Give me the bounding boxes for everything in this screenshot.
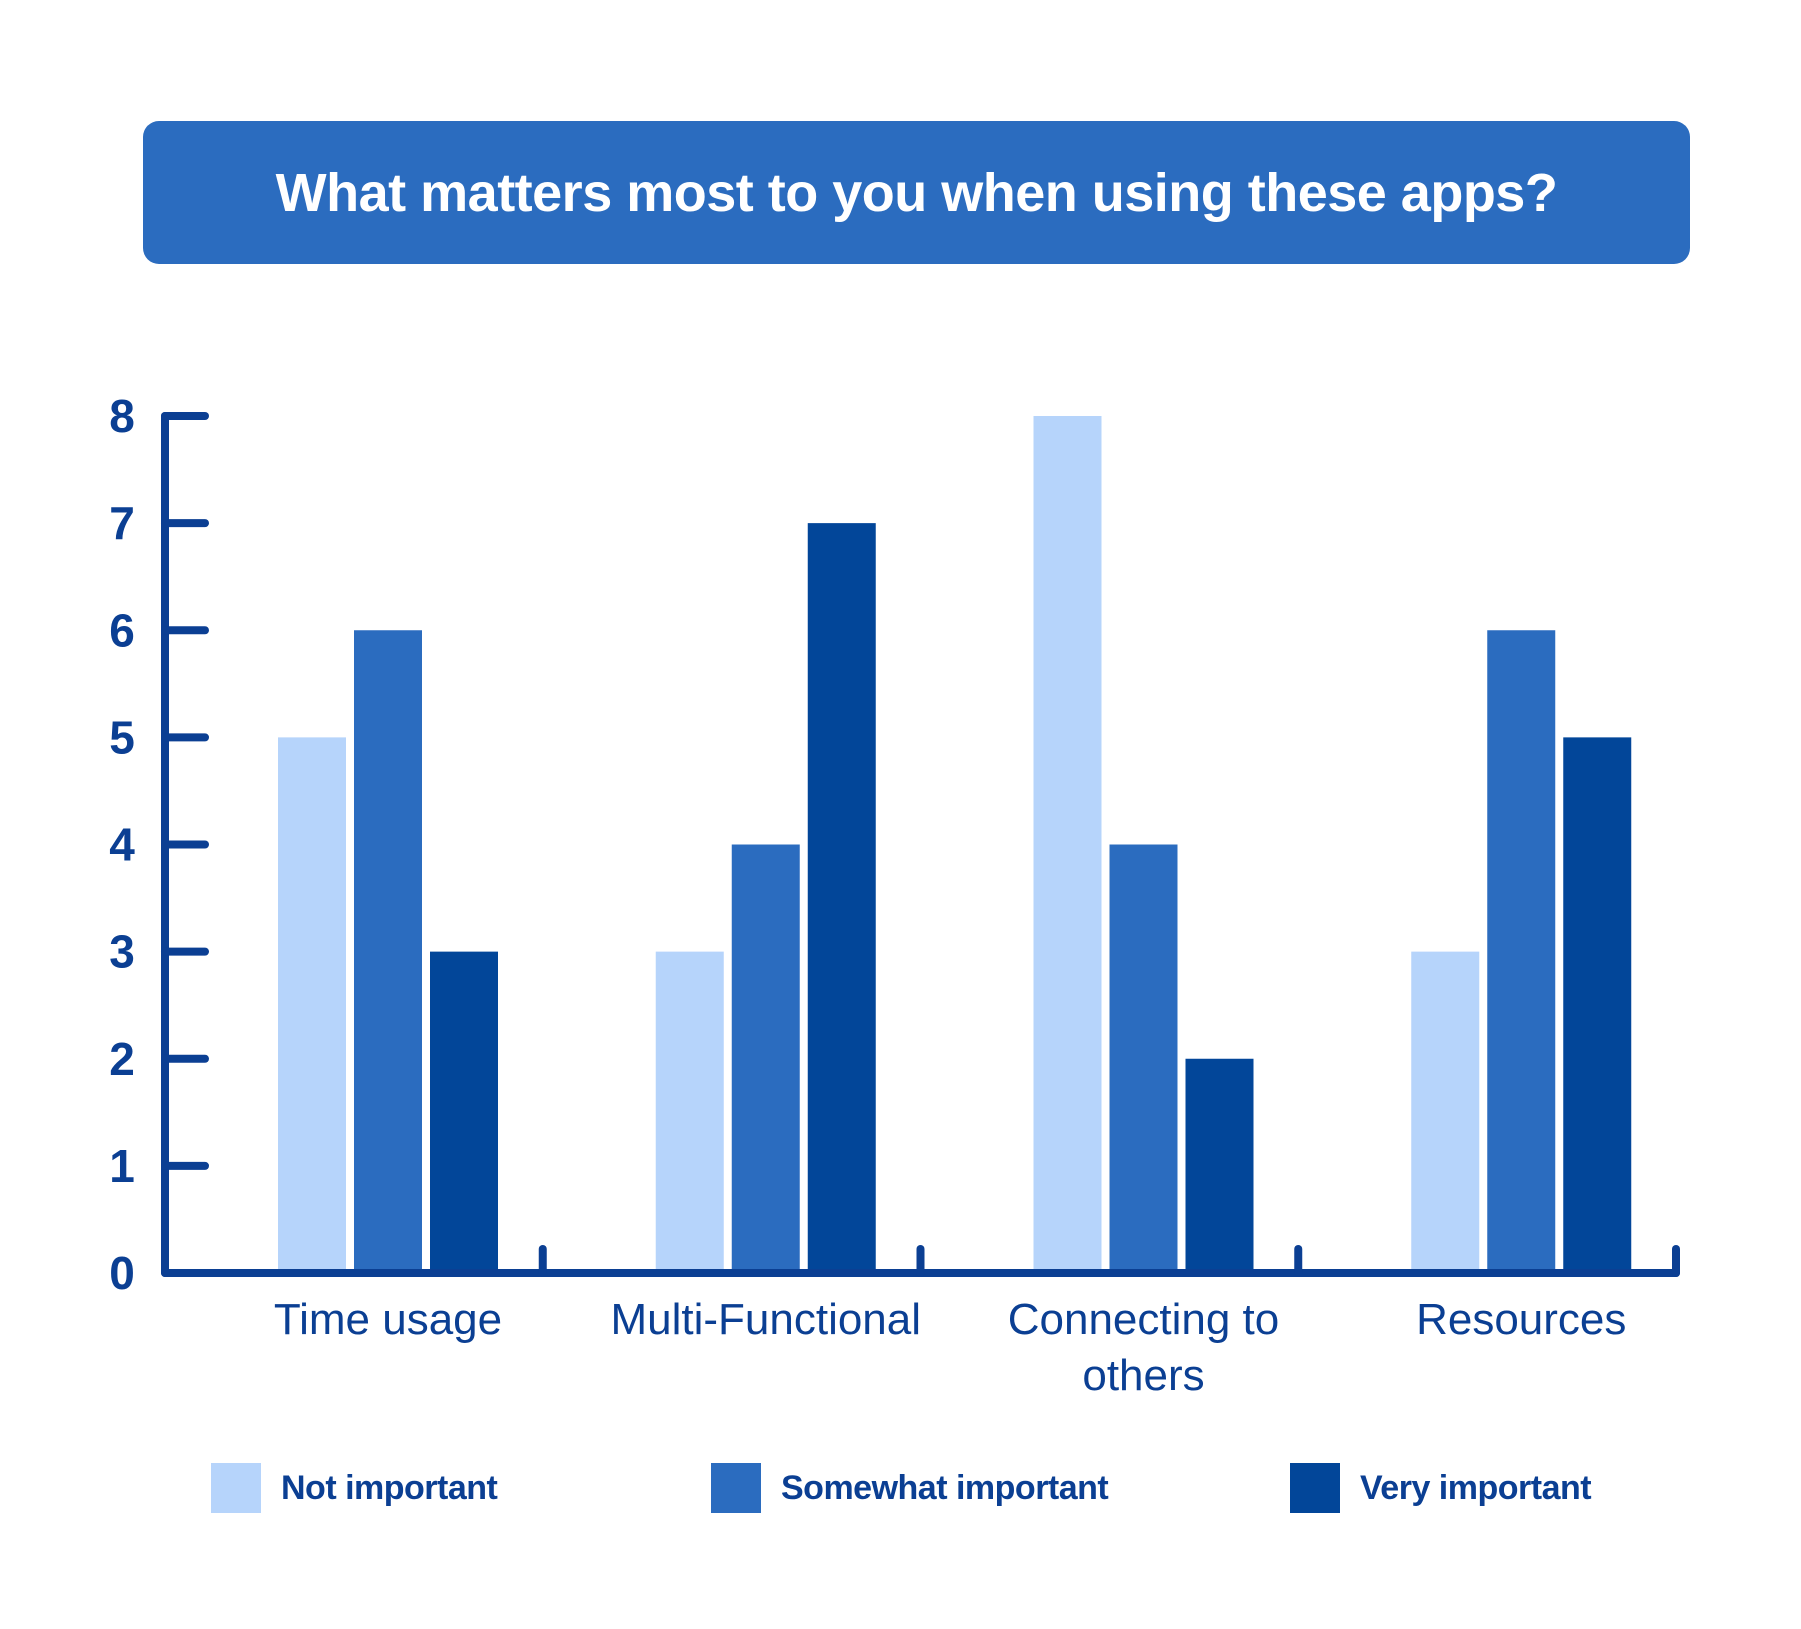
legend-label-somewhat-important: Somewhat important [781, 1468, 1109, 1507]
bar-very-important-3 [1563, 737, 1632, 1273]
legend-label-not-important: Not important [281, 1468, 498, 1507]
y-tick-label-8: 8 [109, 390, 135, 442]
bar-not-important-1 [655, 951, 724, 1273]
bar-not-important-0 [278, 737, 346, 1273]
bar-not-important-2 [1033, 416, 1102, 1273]
legend-item-somewhat-important: Somewhat important [711, 1463, 1109, 1513]
x-tick-label-2-line-1: others [1082, 1351, 1204, 1400]
x-tick-label-0: Time usage [274, 1295, 502, 1344]
y-tick-label-5: 5 [109, 711, 135, 763]
bar-somewhat-important-0 [354, 630, 422, 1273]
bar-somewhat-important-1 [731, 844, 800, 1273]
bar-not-important-3 [1411, 951, 1480, 1273]
legend-item-not-important: Not important [211, 1463, 498, 1513]
bar-very-important-1 [807, 523, 876, 1273]
legend-label-very-important: Very important [1360, 1468, 1592, 1507]
chart-title: What matters most to you when using thes… [275, 162, 1558, 223]
x-tick-label-3: Resources [1416, 1295, 1626, 1344]
y-tick-label-2: 2 [109, 1033, 135, 1085]
y-tick-label-4: 4 [109, 819, 135, 871]
y-tick-label-6: 6 [109, 604, 135, 656]
bar-very-important-0 [430, 951, 498, 1273]
bar-somewhat-important-3 [1487, 630, 1556, 1273]
legend-swatch-very-important [1290, 1463, 1340, 1513]
x-tick-label-1: Multi-Functional [610, 1295, 921, 1344]
y-tick-label-7: 7 [109, 497, 135, 549]
bar-somewhat-important-2 [1109, 844, 1178, 1273]
legend-item-very-important: Very important [1290, 1463, 1592, 1513]
x-tick-label-2-line-0: Connecting to [1008, 1295, 1280, 1344]
legend-swatch-not-important [211, 1463, 261, 1513]
y-tick-label-1: 1 [109, 1140, 135, 1192]
legend-swatch-somewhat-important [711, 1463, 761, 1513]
chart-title-banner: What matters most to you when using thes… [143, 121, 1690, 264]
bar-very-important-2 [1185, 1058, 1254, 1273]
chart-legend: Not important Somewhat important Very im… [0, 1463, 1801, 1513]
y-tick-label-0: 0 [109, 1247, 135, 1299]
y-tick-label-3: 3 [109, 926, 135, 978]
